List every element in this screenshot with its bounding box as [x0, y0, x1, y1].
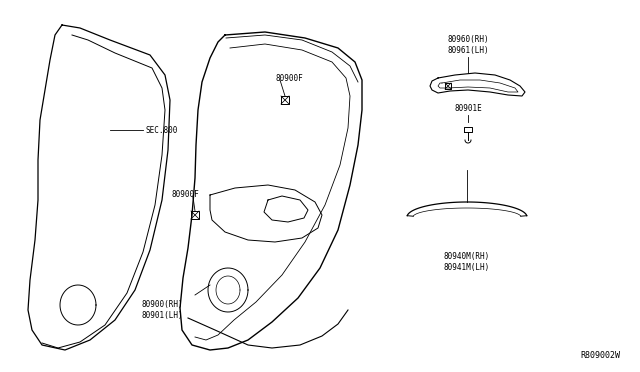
Text: 80960(RH)
80961(LH): 80960(RH) 80961(LH): [447, 35, 489, 55]
Text: 80900F: 80900F: [171, 189, 199, 199]
Text: R809002W: R809002W: [580, 350, 620, 359]
Text: 80940M(RH)
80941M(LH): 80940M(RH) 80941M(LH): [444, 251, 490, 272]
Text: 80900F: 80900F: [275, 74, 303, 83]
Text: 80901E: 80901E: [454, 103, 482, 112]
Text: SEC.800: SEC.800: [145, 125, 177, 135]
Text: 80900(RH)
80901(LH): 80900(RH) 80901(LH): [141, 299, 183, 320]
